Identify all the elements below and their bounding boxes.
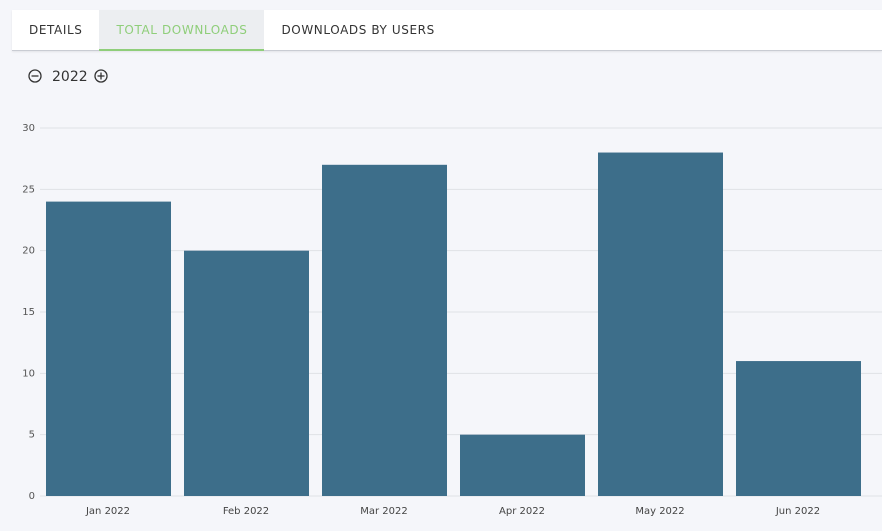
x-tick-label: Mar 2022: [360, 506, 408, 517]
year-increment[interactable]: [94, 69, 108, 83]
tab[interactable]: DETAILS: [29, 23, 83, 37]
x-tick-label: May 2022: [635, 506, 684, 517]
x-tick-label: Feb 2022: [223, 506, 269, 517]
tab-bar: DETAILS TOTAL DOWNLOADS DOWNLOADS BY USE…: [12, 10, 882, 51]
y-tick-label: 20: [22, 246, 35, 257]
y-tick-label: 15: [22, 307, 35, 318]
x-tick-label: Jun 2022: [775, 506, 820, 517]
bar: [46, 201, 171, 496]
y-tick-label: 5: [29, 430, 35, 441]
year-label: 2022: [52, 69, 88, 85]
y-tick-label: 0: [29, 491, 35, 502]
x-tick-label: Apr 2022: [499, 506, 545, 517]
bar: [598, 152, 723, 497]
y-tick-label: 25: [22, 184, 35, 195]
y-tick-label: 10: [22, 368, 35, 379]
y-tick-label: 30: [22, 123, 35, 134]
tab[interactable]: DOWNLOADS BY USERS: [281, 23, 435, 37]
bar: [736, 361, 861, 496]
year-decrement[interactable]: [28, 69, 42, 83]
tab-active[interactable]: TOTAL DOWNLOADS: [99, 10, 265, 51]
bar: [460, 434, 585, 496]
bar: [322, 164, 447, 497]
x-tick-label: Jan 2022: [85, 506, 130, 517]
bar: [184, 250, 309, 496]
